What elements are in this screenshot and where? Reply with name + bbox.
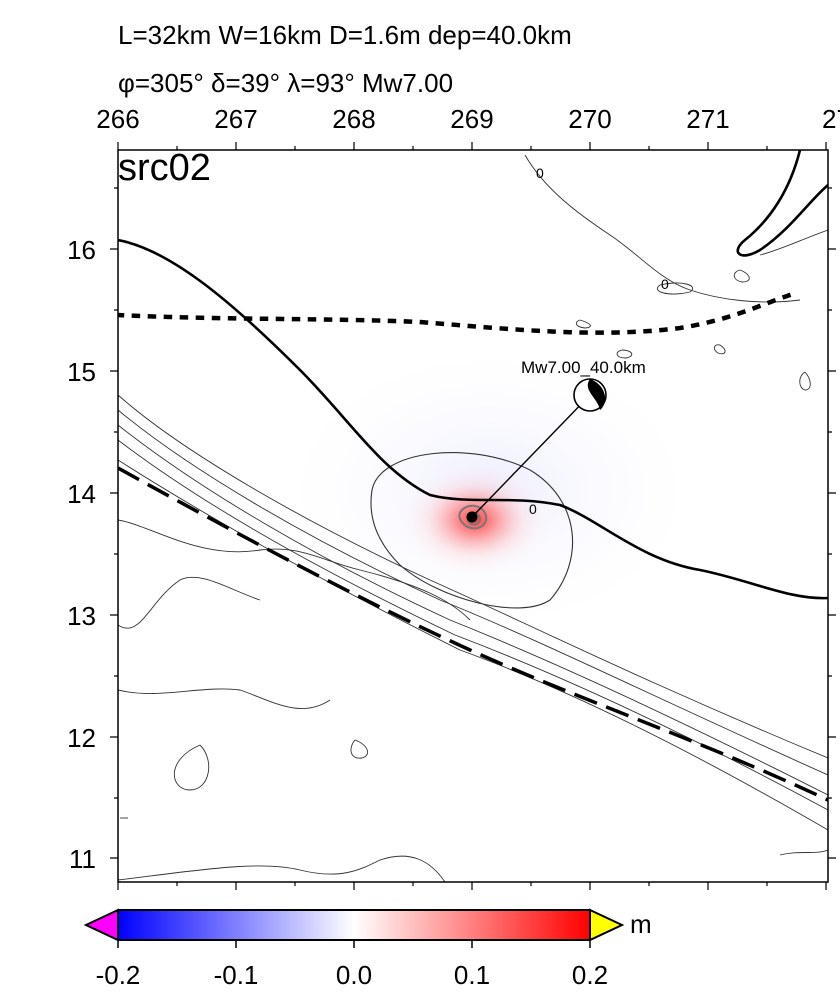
map-frame — [110, 142, 836, 890]
x-axis-labels: 266 267 268 269 270 271 272 — [96, 104, 840, 134]
x-tick-label: 271 — [686, 104, 729, 134]
dotted-boundary — [118, 292, 793, 335]
x-tick-label: 270 — [568, 104, 611, 134]
focal-mechanism-beachball — [573, 378, 607, 412]
trench-line — [118, 466, 828, 802]
y-axis-labels: 16 15 14 13 12 11 — [67, 235, 96, 874]
epicenter-marker — [466, 511, 478, 523]
y-tick-label: 13 — [67, 601, 96, 631]
y-tick-label: 11 — [69, 844, 96, 874]
coastline-north — [736, 150, 828, 257]
colorbar-tick-label: -0.2 — [96, 960, 141, 990]
bathymetry-contours — [118, 154, 828, 882]
panel-label: src02 — [118, 147, 211, 189]
figure-title-mechanism: φ=305° δ=39° λ=93° Mw7.00 — [118, 68, 453, 98]
colorbar-tick-label: 0.1 — [454, 960, 490, 990]
map-area: 0 0 0 Mw7.00_40.0km src02 — [118, 147, 828, 882]
x-tick-label: 272 — [822, 104, 840, 134]
figure-title-parameters: L=32km W=16km D=1.6m dep=40.0km — [118, 20, 572, 50]
colorbar-tick-label: 0.0 — [336, 960, 372, 990]
y-tick-label: 15 — [67, 357, 96, 387]
colorbar-tick-label: -0.1 — [214, 960, 259, 990]
zero-contour — [370, 452, 574, 609]
colorbar-over-triangle — [589, 908, 625, 942]
colorbar: m -0.2 -0.1 0.0 0.1 0.2 — [83, 908, 652, 990]
y-tick-label: 16 — [67, 235, 96, 265]
x-tick-label: 267 — [214, 104, 257, 134]
event-label: Mw7.00_40.0km — [521, 358, 646, 377]
colorbar-gradient — [117, 909, 591, 941]
contour-label: 0 — [529, 501, 537, 517]
colorbar-under-triangle — [83, 908, 119, 942]
y-tick-label: 14 — [67, 479, 96, 509]
colorbar-tick-label: 0.2 — [572, 960, 608, 990]
x-tick-label: 269 — [450, 104, 493, 134]
colorbar-unit: m — [630, 909, 652, 939]
contour-label: 0 — [661, 276, 669, 292]
x-tick-label: 266 — [96, 104, 139, 134]
contour-label: 0 — [536, 165, 544, 181]
beachball-leader — [471, 394, 591, 518]
y-tick-label: 12 — [67, 723, 96, 753]
x-tick-label: 268 — [332, 104, 375, 134]
